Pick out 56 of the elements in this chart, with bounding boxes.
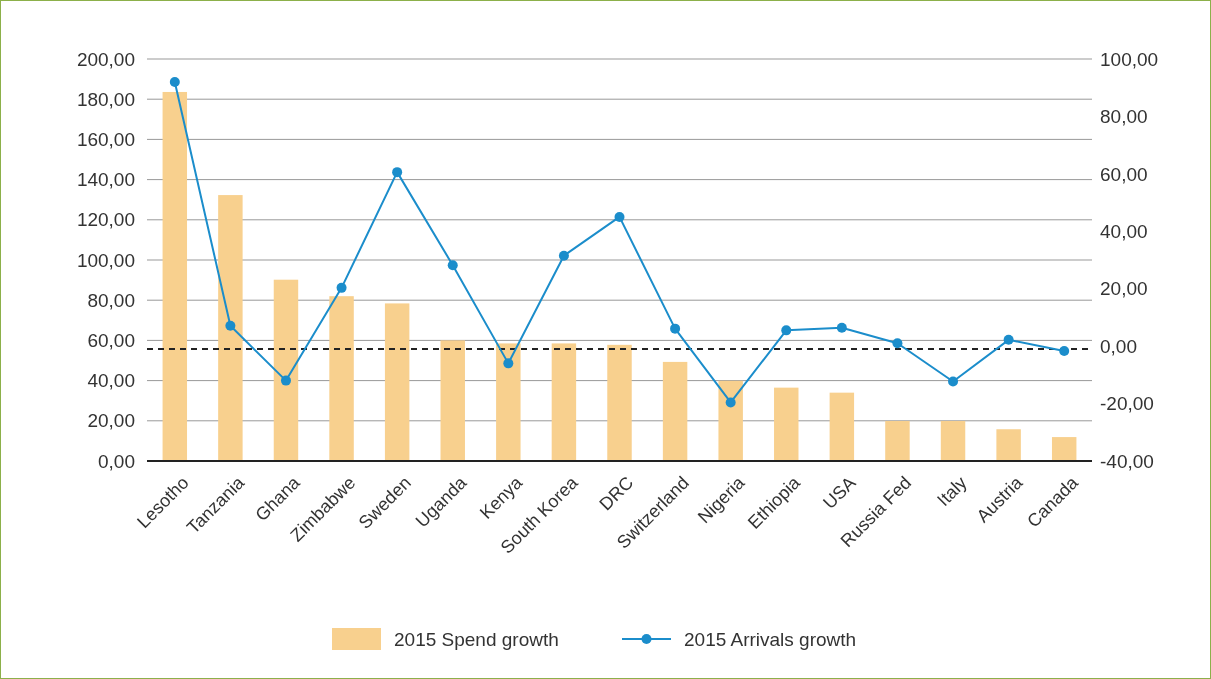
bar	[551, 343, 577, 461]
y-tick-label: 100,00	[76, 249, 135, 271]
point	[392, 167, 403, 178]
y2-tick-label: 60,00	[1100, 163, 1148, 185]
bar	[496, 343, 521, 461]
point	[447, 260, 458, 271]
y2-tick-label: 20,00	[1100, 278, 1148, 300]
point	[503, 358, 514, 369]
legend-label: 2015 Spend growth	[394, 628, 559, 650]
point	[169, 76, 180, 87]
bar	[996, 429, 1021, 461]
point	[948, 376, 959, 387]
y2-tick-label: -40,00	[1100, 450, 1154, 472]
y-tick-label: 40,00	[87, 370, 135, 392]
bar	[384, 303, 410, 461]
bar	[273, 279, 299, 461]
point	[280, 375, 291, 386]
bar	[774, 387, 799, 461]
y-tick-label: 120,00	[76, 209, 135, 231]
bar	[940, 421, 966, 461]
x-tick-label: Italy	[933, 472, 971, 511]
point	[1059, 346, 1070, 357]
point	[725, 397, 736, 408]
y-tick-label: 140,00	[76, 169, 135, 191]
y-tick-label: 200,00	[76, 48, 135, 70]
y-tick-label: 180,00	[76, 88, 135, 110]
point	[1003, 334, 1014, 345]
bar	[1051, 437, 1077, 461]
bar	[718, 380, 743, 461]
point	[558, 250, 569, 261]
point	[614, 211, 625, 222]
y2-tick-label: 100,00	[1100, 48, 1159, 70]
y-tick-label: 20,00	[87, 410, 135, 432]
bar	[662, 361, 688, 461]
y-tick-label: 0,00	[98, 450, 135, 472]
point	[836, 322, 847, 333]
point	[892, 338, 903, 349]
bar	[607, 344, 632, 461]
point	[781, 325, 792, 336]
y2-tick-label: 80,00	[1100, 106, 1148, 128]
bar	[829, 392, 855, 461]
legend-label: 2015 Arrivals growth	[684, 628, 857, 650]
bar	[218, 195, 243, 461]
y2-tick-label: 40,00	[1100, 220, 1148, 242]
bar	[162, 91, 188, 461]
y-tick-label: 80,00	[87, 289, 135, 311]
y2-tick-label: -20,00	[1100, 393, 1154, 415]
bar	[885, 421, 910, 461]
point	[670, 323, 681, 334]
bar	[440, 340, 465, 461]
y2-tick-label: 0,00	[1100, 335, 1137, 357]
y-tick-label: 160,00	[76, 129, 135, 151]
point	[225, 320, 236, 331]
point	[336, 282, 347, 293]
bar	[329, 296, 354, 461]
y-tick-label: 60,00	[87, 330, 135, 352]
